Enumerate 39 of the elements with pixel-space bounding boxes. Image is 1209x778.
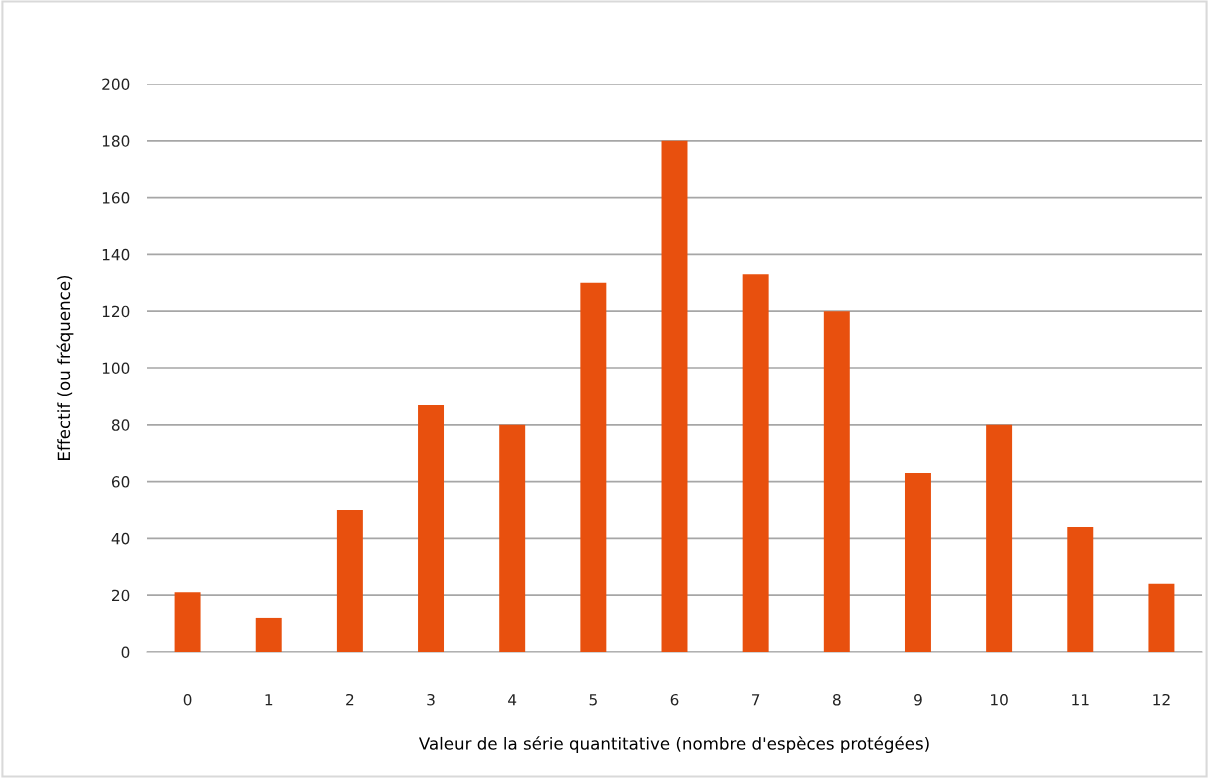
y-tick-label: 0 [121, 646, 130, 659]
x-tick-label: 12 [1153, 693, 1170, 706]
x-tick-label: 4 [508, 694, 517, 706]
bar [255, 617, 282, 652]
bar [580, 282, 607, 652]
y-tick-label: 60 [111, 476, 130, 488]
x-tick-label: 8 [832, 693, 841, 706]
y-axis-title: Effectif (ou fréquence) [56, 275, 74, 460]
y-tick-label: 20 [112, 589, 130, 602]
bar [742, 274, 769, 652]
x-tick-label: 9 [914, 693, 922, 706]
bar [1148, 583, 1175, 652]
y-tick-label: 180 [102, 135, 130, 147]
bar [1067, 527, 1094, 652]
y-tick-label: 200 [102, 78, 130, 91]
bar [336, 510, 363, 652]
y-tick-label: 80 [111, 419, 130, 431]
bar [986, 424, 1013, 652]
bar [418, 404, 445, 652]
y-tick-label: 100 [102, 362, 130, 375]
bar [174, 592, 201, 652]
x-tick-label: 10 [991, 693, 1008, 706]
x-tick-label: 5 [589, 694, 597, 706]
bar [904, 473, 931, 652]
x-tick-label: 1 [265, 694, 273, 706]
y-tick-label: 140 [102, 248, 130, 261]
x-tick-label: 11 [1072, 694, 1089, 706]
y-tick-label: 40 [111, 532, 130, 545]
x-tick-label: 6 [670, 693, 679, 706]
bar [499, 424, 526, 652]
y-tick-label: 120 [102, 305, 130, 318]
x-axis-title: Valeur de la série quantitative (nombre d'espèces protégées) [418, 736, 929, 754]
y-tick-label: 160 [102, 192, 130, 204]
x-tick-label: 2 [346, 693, 354, 706]
x-tick-label: 0 [183, 693, 192, 706]
x-tick-label: 3 [427, 693, 435, 706]
bar [823, 311, 850, 652]
x-tick-label: 7 [752, 694, 760, 706]
bar [661, 140, 688, 652]
